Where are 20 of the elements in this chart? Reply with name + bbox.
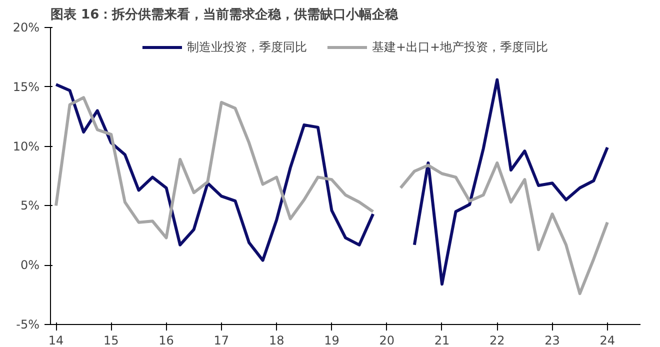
x-tick-label: 20 [379, 334, 394, 347]
y-tick-label: 5% [20, 198, 40, 213]
legend-label: 制造业投资，季度同比 [186, 38, 307, 56]
x-tick-label: 21 [434, 334, 450, 347]
x-tick-label: 24 [600, 334, 616, 347]
y-tick-label: 0% [20, 258, 40, 272]
y-tick-label: 15% [12, 80, 40, 94]
x-tick-label: 19 [324, 334, 340, 347]
x-tick-label: 18 [268, 334, 284, 347]
y-tick-label: 10% [12, 139, 40, 154]
x-tick-label: 22 [490, 334, 505, 347]
x-tick-label: 15 [104, 334, 119, 347]
x-tick-label: 23 [544, 334, 560, 347]
x-tick-label: 14 [48, 334, 64, 347]
x-tick-label: 16 [158, 334, 174, 347]
x-tick-label: 17 [214, 334, 230, 347]
y-tick-label: 20% [12, 20, 40, 34]
y-tick-label: -5% [16, 318, 40, 332]
legend-label: 基建+出口+地产投资，季度同比 [372, 38, 548, 56]
chart-title: 图表 16：拆分供需来看，当前需求企稳，供需缺口小幅企稳 [50, 6, 400, 22]
